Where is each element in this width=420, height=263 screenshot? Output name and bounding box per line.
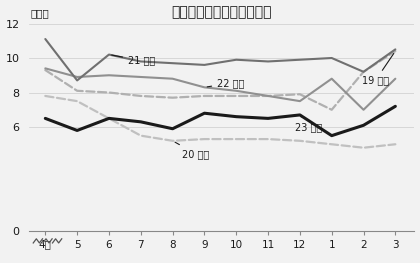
Text: 22 年度: 22 年度 — [207, 78, 244, 88]
Text: 21 年度: 21 年度 — [112, 55, 155, 65]
Text: 19 年度: 19 年度 — [362, 53, 394, 85]
Text: 23 年度: 23 年度 — [295, 115, 323, 132]
Text: 20 年度: 20 年度 — [175, 142, 210, 159]
Text: 万トン: 万トン — [31, 8, 50, 18]
Title: ２年連続で実績を割り込む: ２年連続で実績を割り込む — [172, 6, 272, 19]
